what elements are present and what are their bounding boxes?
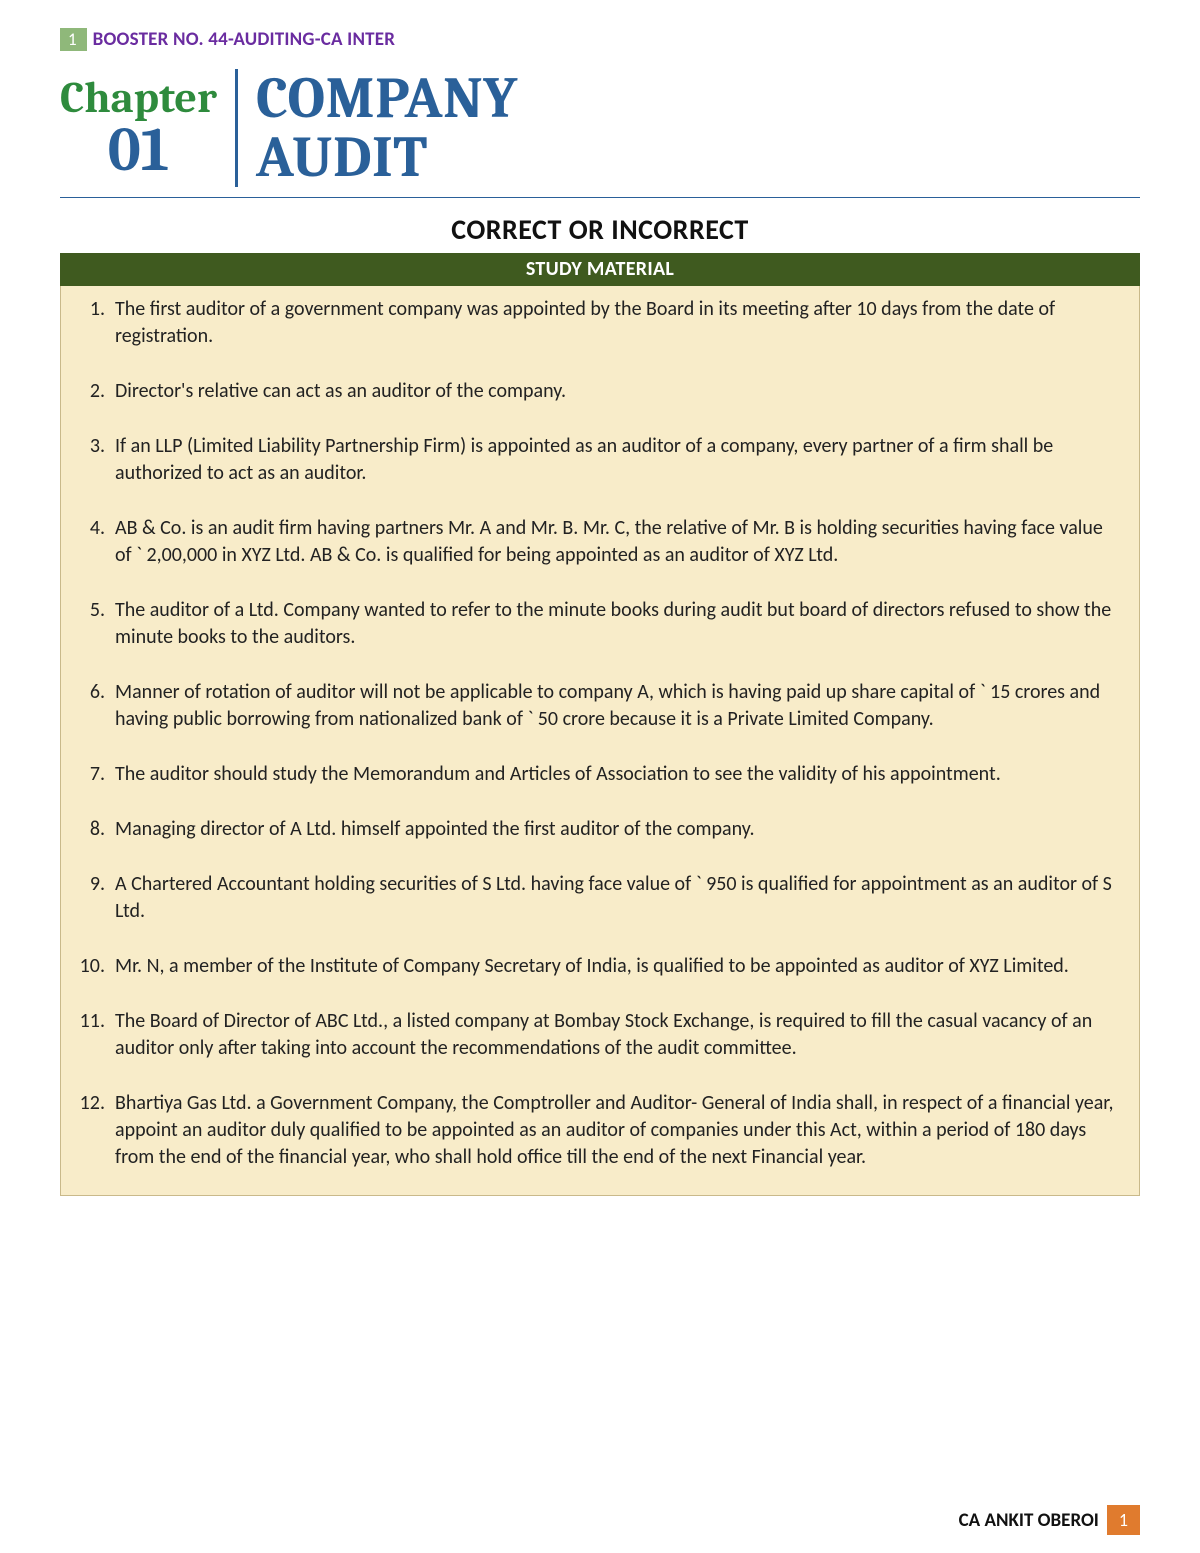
list-item-number: 8. bbox=[79, 816, 115, 843]
list-item-number: 4. bbox=[79, 515, 115, 569]
list-item-text: Manner of rotation of auditor will not b… bbox=[115, 679, 1121, 733]
list-item-text: The Board of Director of ABC Ltd., a lis… bbox=[115, 1008, 1121, 1062]
list-item-number: 6. bbox=[79, 679, 115, 733]
footer-author: CA ANKIT OBEROI bbox=[959, 1509, 1099, 1532]
list-item-text: The auditor should study the Memorandum … bbox=[115, 761, 1121, 788]
list-item: 7.The auditor should study the Memorandu… bbox=[79, 761, 1121, 788]
list-item-number: 1. bbox=[79, 296, 115, 350]
list-item-number: 11. bbox=[79, 1008, 115, 1062]
list-item-text: Mr. N, a member of the Institute of Comp… bbox=[115, 953, 1121, 980]
list-item-number: 7. bbox=[79, 761, 115, 788]
list-item: 5.The auditor of a Ltd. Company wanted t… bbox=[79, 597, 1121, 651]
list-item: 11.The Board of Director of ABC Ltd., a … bbox=[79, 1008, 1121, 1062]
list-item-number: 12. bbox=[79, 1090, 115, 1171]
study-material-band: STUDY MATERIAL bbox=[60, 253, 1140, 286]
list-item-text: Managing director of A Ltd. himself appo… bbox=[115, 816, 1121, 843]
list-item-number: 2. bbox=[79, 378, 115, 405]
list-item: 3.If an LLP (Limited Liability Partnersh… bbox=[79, 433, 1121, 487]
chapter-right-cell: COMPANY AUDIT bbox=[238, 69, 518, 187]
footer-page-number: 1 bbox=[1107, 1505, 1140, 1535]
main-title-line-2: AUDIT bbox=[256, 128, 518, 187]
list-item: 1.The first auditor of a government comp… bbox=[79, 296, 1121, 350]
list-item-text: Bhartiya Gas Ltd. a Government Company, … bbox=[115, 1090, 1121, 1171]
section-heading: CORRECT OR INCORRECT bbox=[60, 212, 1140, 247]
chapter-heading-block: Chapter 01 COMPANY AUDIT bbox=[60, 69, 1140, 187]
question-list: 1.The first auditor of a government comp… bbox=[79, 296, 1121, 1171]
chapter-left-cell: Chapter 01 bbox=[60, 69, 238, 187]
list-item-number: 9. bbox=[79, 871, 115, 925]
main-title-line-1: COMPANY bbox=[256, 69, 518, 128]
list-item: 6.Manner of rotation of auditor will not… bbox=[79, 679, 1121, 733]
list-item-text: A Chartered Accountant holding securitie… bbox=[115, 871, 1121, 925]
list-item-text: Director's relative can act as an audito… bbox=[115, 378, 1121, 405]
list-item-text: If an LLP (Limited Liability Partnership… bbox=[115, 433, 1121, 487]
booster-title: BOOSTER NO. 44-AUDITING-CA INTER bbox=[93, 28, 396, 51]
document-page: 1 BOOSTER NO. 44-AUDITING-CA INTER Chapt… bbox=[0, 0, 1200, 1553]
list-item-number: 5. bbox=[79, 597, 115, 651]
list-item: 8.Managing director of A Ltd. himself ap… bbox=[79, 816, 1121, 843]
list-item: 12.Bhartiya Gas Ltd. a Government Compan… bbox=[79, 1090, 1121, 1171]
list-item: 4.AB & Co. is an audit firm having partn… bbox=[79, 515, 1121, 569]
top-page-badge: 1 bbox=[60, 28, 87, 51]
list-item-number: 10. bbox=[79, 953, 115, 980]
list-item: 10.Mr. N, a member of the Institute of C… bbox=[79, 953, 1121, 980]
list-item-number: 3. bbox=[79, 433, 115, 487]
list-item: 2.Director's relative can act as an audi… bbox=[79, 378, 1121, 405]
list-item-text: AB & Co. is an audit firm having partner… bbox=[115, 515, 1121, 569]
top-header: 1 BOOSTER NO. 44-AUDITING-CA INTER bbox=[60, 28, 1140, 51]
list-item-text: The auditor of a Ltd. Company wanted to … bbox=[115, 597, 1121, 651]
page-footer: CA ANKIT OBEROI 1 bbox=[959, 1505, 1140, 1535]
chapter-number: 01 bbox=[108, 119, 169, 181]
list-item: 9.A Chartered Accountant holding securit… bbox=[79, 871, 1121, 925]
content-box: 1.The first auditor of a government comp… bbox=[60, 286, 1140, 1196]
list-item-text: The first auditor of a government compan… bbox=[115, 296, 1121, 350]
divider-line bbox=[60, 197, 1140, 198]
